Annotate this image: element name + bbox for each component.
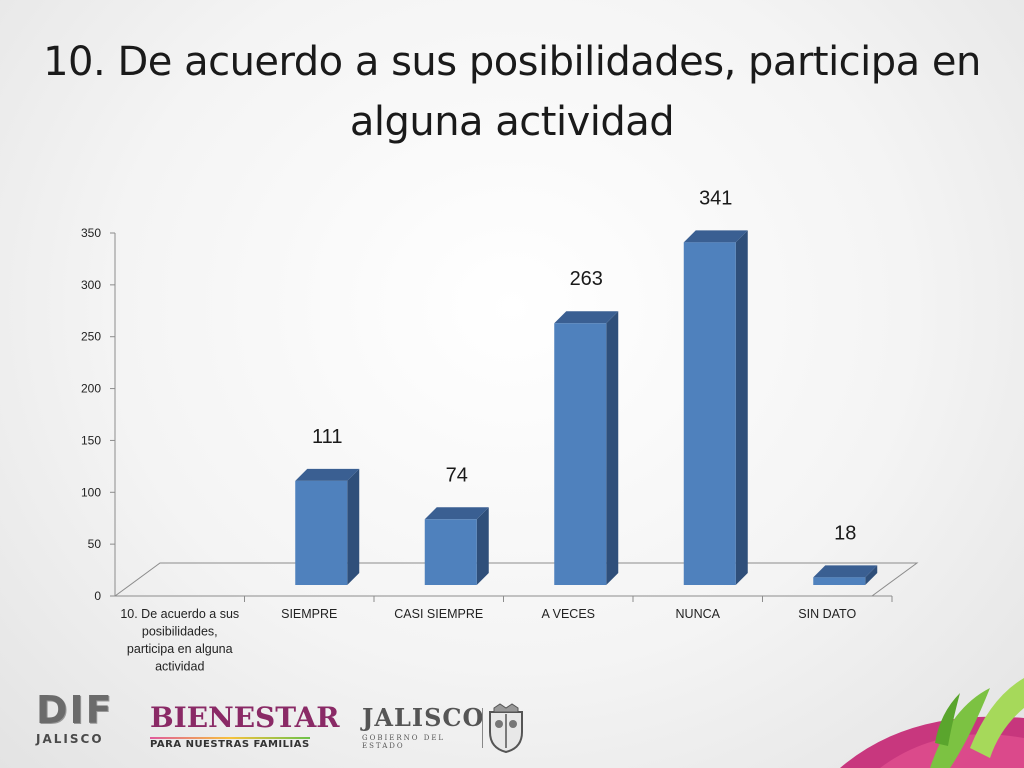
y-tick-label: 350 bbox=[81, 226, 101, 240]
y-tick-label: 200 bbox=[81, 382, 101, 396]
logo-divider bbox=[482, 708, 483, 748]
bar-side-face bbox=[347, 468, 360, 585]
bar-top-face bbox=[683, 230, 748, 243]
y-tick-label: 300 bbox=[81, 278, 101, 292]
bar bbox=[554, 323, 607, 585]
y-tick-label: 150 bbox=[81, 433, 101, 447]
slide-title: 10. De acuerdo a sus posibilidades, part… bbox=[43, 39, 981, 145]
bienestar-logo: BIENESTAR PARA NUESTRAS FAMILIAS bbox=[150, 690, 340, 750]
bar-top-face bbox=[813, 565, 878, 578]
bar-data-label: 18 bbox=[834, 522, 856, 544]
x-category-label: SIN DATO bbox=[798, 607, 856, 621]
dif-jalisco-logo: DIF JALISCO bbox=[36, 690, 116, 750]
jalisco-logo-mark: JALISCO bbox=[362, 703, 485, 732]
bar bbox=[295, 480, 348, 585]
bar bbox=[683, 242, 736, 585]
x-category-label: CASI SIEMPRE bbox=[394, 607, 483, 621]
jalisco-government-logo: JALISCO GOBIERNO DEL ESTADO bbox=[362, 690, 485, 750]
bar-data-label: 341 bbox=[699, 187, 732, 209]
bar-data-label: 111 bbox=[312, 426, 342, 448]
bar-side-face bbox=[476, 507, 489, 585]
bienestar-logo-stripe bbox=[150, 737, 310, 739]
bar-top-face bbox=[554, 311, 619, 324]
bar bbox=[813, 577, 866, 585]
bar-side-face bbox=[865, 565, 878, 585]
y-tick-label: 0 bbox=[94, 589, 101, 603]
jalisco-logo-subtitle: GOBIERNO DEL ESTADO bbox=[362, 734, 446, 750]
x-category-label: 10. De acuerdo a sus posibilidades, partic… bbox=[120, 607, 239, 674]
bienestar-logo-subtitle: PARA NUESTRAS FAMILIAS bbox=[150, 739, 310, 750]
y-tick-label: 50 bbox=[88, 537, 102, 551]
bar bbox=[424, 519, 477, 585]
y-tick-label: 100 bbox=[81, 485, 101, 499]
x-category-label: SIEMPRE bbox=[281, 607, 337, 621]
dif-logo-mark: DIF bbox=[36, 688, 114, 732]
bar-side-face bbox=[735, 230, 748, 585]
bar-top-face bbox=[424, 507, 489, 520]
chart-floor bbox=[113, 562, 919, 597]
bar-data-label: 74 bbox=[446, 464, 468, 486]
jalisco-coat-of-arms-icon bbox=[489, 703, 523, 754]
y-tick-label: 250 bbox=[81, 330, 101, 344]
x-category-label: A VECES bbox=[542, 607, 596, 621]
bar-top-face bbox=[295, 468, 360, 481]
bar-side-face bbox=[606, 311, 619, 585]
bar-data-label: 263 bbox=[570, 268, 603, 290]
dif-logo-subtitle: JALISCO bbox=[36, 732, 104, 746]
x-category-label: NUNCA bbox=[676, 607, 721, 621]
bar-chart: 0 50 100 150 200 250 300 350 10. De acuerdo a su… bbox=[81, 187, 919, 674]
bienestar-logo-mark: BIENESTAR bbox=[150, 701, 340, 734]
decorative-leaves-icon bbox=[840, 678, 1024, 768]
